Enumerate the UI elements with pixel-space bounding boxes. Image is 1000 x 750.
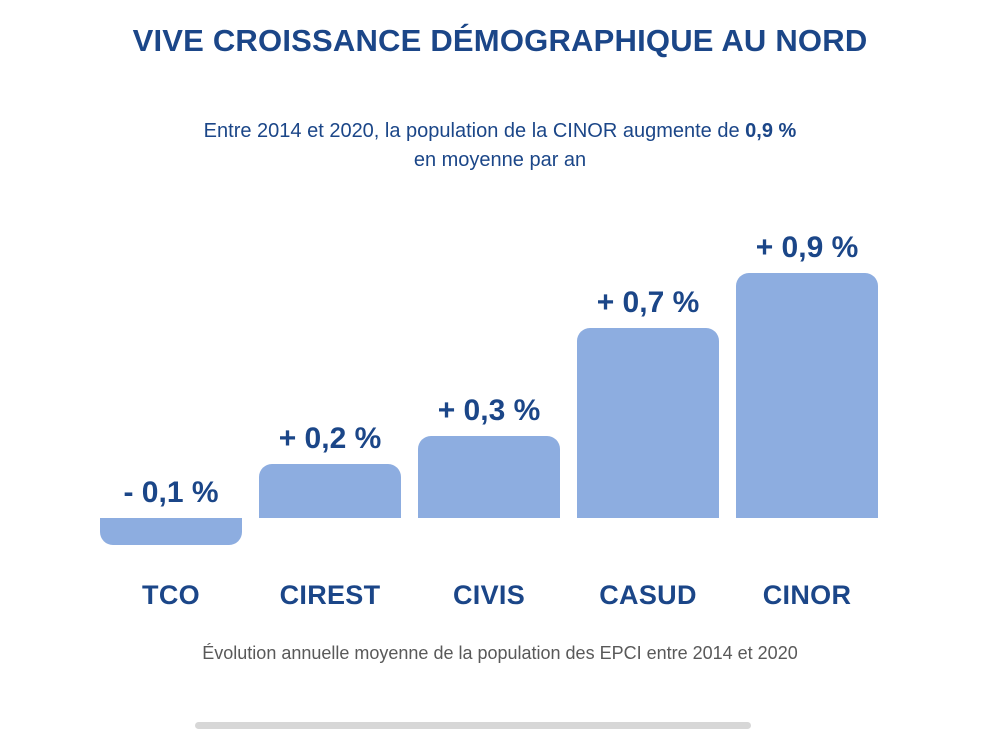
chart-caption: Évolution annuelle moyenne de la populat…: [202, 643, 798, 663]
bar: [577, 327, 719, 518]
bar-value-label: + 0,7 %: [596, 285, 700, 319]
bar-group-tco: - 0,1 % TCO: [100, 230, 242, 620]
subtitle-highlight-value: 0,9 %: [745, 120, 797, 142]
bar: [736, 273, 878, 518]
subtitle-line1-text: Entre 2014 et 2020, la population de la …: [203, 120, 746, 142]
bar-category-label: CASUD: [599, 580, 697, 610]
bar-chart: - 0,1 % TCO + 0,2 % CIREST + 0,3 % CIVIS + 0,7…: [100, 230, 878, 620]
bar-group-cinor: + 0,9 % CINOR: [736, 230, 878, 620]
bar: [418, 436, 560, 518]
bar: [100, 518, 242, 546]
bar-value-label: + 0,3 %: [437, 394, 541, 428]
bar-value-label: - 0,1 %: [123, 476, 219, 509]
bar: [259, 463, 401, 518]
bar-group-cirest: + 0,2 % CIREST: [259, 230, 401, 620]
subtitle-line2-text: en moyenne par an: [413, 149, 587, 171]
bar-category-label: TCO: [142, 580, 200, 610]
bar-category-label: CIVIS: [452, 580, 526, 610]
bar-value-label: + 0,9 %: [755, 231, 859, 265]
bar-category-label: CIREST: [279, 580, 381, 610]
bar-value-label: + 0,2 %: [278, 421, 382, 455]
bar-group-civis: + 0,3 % CIVIS: [418, 230, 560, 620]
bar-category-label: CINOR: [762, 580, 852, 610]
bar-group-casud: + 0,7 % CASUD: [577, 230, 719, 620]
page-title: VIVE CROISSANCE DÉMOGRAPHIQUE AU NORD: [132, 23, 868, 58]
bottom-divider: [195, 722, 751, 729]
chart-subtitle: Entre 2014 et 2020, la population de la …: [0, 117, 1000, 175]
